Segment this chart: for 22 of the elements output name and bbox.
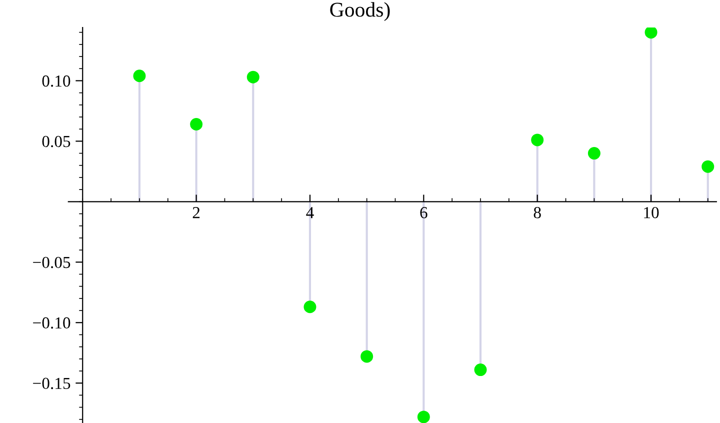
y-tick-label: −0.05: [33, 256, 70, 268]
point: [190, 118, 203, 131]
point: [360, 350, 374, 363]
point: [417, 410, 430, 423]
point: [702, 160, 714, 173]
y-tick-label: −0.10: [33, 317, 70, 329]
y-tick-label: −0.15: [33, 378, 70, 390]
point: [133, 70, 146, 82]
y-tick-label: 0.10: [42, 75, 70, 87]
point: [246, 70, 260, 84]
point: [474, 364, 487, 376]
point: [304, 300, 316, 314]
x-tick-label: 6: [420, 207, 428, 218]
point: [588, 147, 600, 160]
x-tick-label: 10: [644, 207, 659, 218]
y-tick-label: 0.05: [42, 136, 70, 148]
chart-title: Goods): [330, 2, 390, 22]
x-tick-label: 8: [534, 207, 541, 218]
point: [644, 27, 658, 39]
x-tick-label: 2: [192, 207, 200, 218]
x-tick-label: 4: [306, 207, 314, 218]
point: [531, 134, 544, 146]
